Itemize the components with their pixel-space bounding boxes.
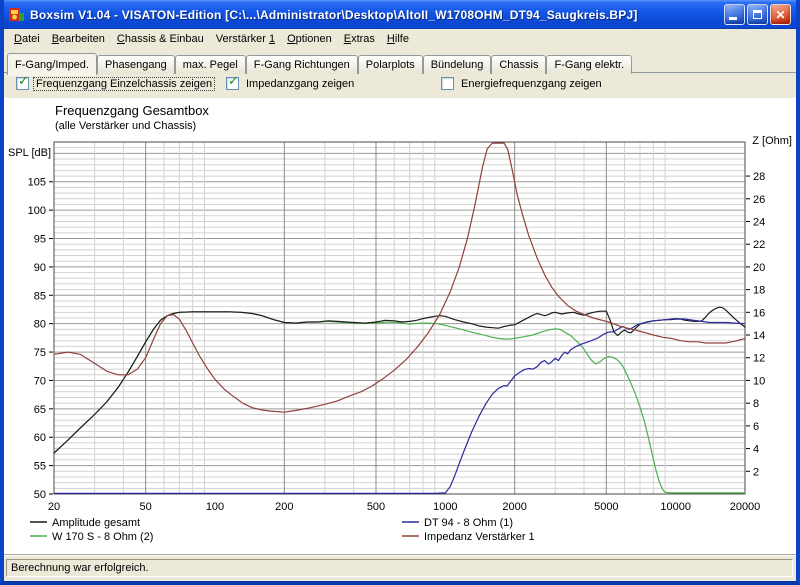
checkbox-label: Frequenzgang Einzelchassis zeigen xyxy=(32,76,216,91)
y-right-tick-label: 12 xyxy=(753,353,765,365)
tab-f-gang-elektr[interactable]: F-Gang elektr. xyxy=(546,55,633,74)
maximize-icon xyxy=(753,10,762,19)
tab-b-ndelung[interactable]: Bündelung xyxy=(422,55,492,74)
menu-item-extras[interactable]: Extras xyxy=(343,32,375,45)
close-button[interactable]: ✕ xyxy=(770,4,791,25)
checkbox-box[interactable]: ✓ xyxy=(226,74,239,90)
frequency-response-chart: Frequenzgang Gesamtbox (alle Verstärker u… xyxy=(8,103,792,543)
curve-dt-94-8-ohm-1 xyxy=(53,318,746,494)
checkbox-impedanzgang-zeigen[interactable]: ✓ Impedanzgang zeigen xyxy=(226,74,356,90)
x-tick-label: 100 xyxy=(206,501,224,513)
menu-item-optionen[interactable]: Optionen xyxy=(287,32,332,45)
y-right-tick-label: 4 xyxy=(753,444,759,456)
x-tick-label: 2000 xyxy=(502,501,526,513)
y-left-tick-label: 60 xyxy=(34,432,46,444)
display-options-row: ✓ Frequenzgang Einzelchassis zeigen ✓ Imped… xyxy=(4,73,796,98)
x-tick-label: 20000 xyxy=(730,501,761,513)
status-bar: Berechnung war erfolgreich. xyxy=(4,554,796,581)
tab-polarplots[interactable]: Polarplots xyxy=(357,55,423,74)
checkbox-box[interactable] xyxy=(441,77,454,90)
tab-phasengang[interactable]: Phasengang xyxy=(96,55,175,74)
checkbox-energiefrequenzgang-zeigen[interactable]: Energiefrequenzgang zeigen xyxy=(441,77,604,90)
legend-label-dt-94-8-ohm-1: DT 94 - 8 Ohm (1) xyxy=(424,517,513,529)
curve-impedanz-verst-rker-1 xyxy=(53,142,746,413)
app-icon xyxy=(9,8,24,21)
title-bar: Boxsim V1.04 - VISATON-Edition [C:\...\A… xyxy=(4,0,796,29)
y-right-tick-label: 24 xyxy=(753,216,765,228)
y-right-tick-label: 28 xyxy=(753,171,765,183)
checkbox-box[interactable]: ✓ xyxy=(16,74,29,90)
y-right-tick-label: 26 xyxy=(753,194,765,206)
y-right-axis-label: Z [Ohm] xyxy=(752,135,792,147)
y-right-tick-label: 10 xyxy=(753,375,765,387)
x-tick-label: 10000 xyxy=(660,501,691,513)
tab-chassis[interactable]: Chassis xyxy=(491,55,547,74)
tab-max-pegel[interactable]: max. Pegel xyxy=(174,55,246,74)
checkbox-label: Impedanzgang zeigen xyxy=(246,77,355,90)
y-left-tick-label: 65 xyxy=(34,404,46,416)
x-tick-label: 50 xyxy=(140,501,152,513)
y-right-tick-label: 18 xyxy=(753,285,765,297)
menu-item-verst-rker-1[interactable]: Verstärker 1 xyxy=(215,32,276,45)
chart-subtitle: (alle Verstärker und Chassis) xyxy=(55,120,196,132)
y-right-tick-label: 20 xyxy=(753,262,765,274)
check-icon: ✓ xyxy=(18,74,29,89)
x-tick-label: 1000 xyxy=(433,501,457,513)
y-right-tick-label: 14 xyxy=(753,330,765,342)
x-tick-label: 200 xyxy=(275,501,293,513)
x-tick-label: 500 xyxy=(367,501,385,513)
maximize-button[interactable] xyxy=(747,4,768,25)
y-left-tick-label: 55 xyxy=(34,461,46,473)
status-text: Berechnung war erfolgreich. xyxy=(6,559,793,577)
y-left-axis-label: SPL [dB] xyxy=(8,147,51,159)
y-left-tick-label: 80 xyxy=(34,319,46,331)
window-title: Boxsim V1.04 - VISATON-Edition [C:\...\A… xyxy=(30,7,638,22)
legend-label-impedanz-verst-rker-1: Impedanz Verstärker 1 xyxy=(424,531,535,543)
checkbox-frequenzgang-einzelchassis-zeigen[interactable]: ✓ Frequenzgang Einzelchassis zeigen xyxy=(16,74,216,91)
y-right-tick-label: 16 xyxy=(753,307,765,319)
minimize-icon xyxy=(729,17,737,20)
y-left-tick-label: 95 xyxy=(34,234,46,246)
y-right-tick-label: 6 xyxy=(753,421,759,433)
legend-label-w-170-s-8-ohm-2: W 170 S - 8 Ohm (2) xyxy=(52,531,153,543)
checkbox-label: Energiefrequenzgang zeigen xyxy=(461,77,602,90)
minimize-button[interactable] xyxy=(724,4,745,25)
close-icon: ✕ xyxy=(775,7,786,22)
menu-item-hilfe[interactable]: Hilfe xyxy=(386,32,409,45)
legend-label-amplitude-gesamt: Amplitude gesamt xyxy=(52,517,140,529)
chart-title: Frequenzgang Gesamtbox xyxy=(55,103,209,118)
menu-item-bearbeiten[interactable]: Bearbeiten xyxy=(51,32,105,45)
x-tick-label: 5000 xyxy=(594,501,618,513)
y-left-tick-label: 100 xyxy=(28,205,46,217)
y-right-tick-label: 22 xyxy=(753,239,765,251)
y-right-tick-label: 2 xyxy=(753,466,759,478)
y-left-tick-label: 70 xyxy=(34,375,46,387)
menu-item-datei[interactable]: Datei xyxy=(14,32,40,45)
tab-f-gang-imped[interactable]: F-Gang/Imped. xyxy=(7,53,97,75)
chart-panel: Frequenzgang Gesamtbox (alle Verstärker u… xyxy=(4,98,796,555)
y-left-tick-label: 105 xyxy=(28,177,46,189)
y-right-tick-label: 8 xyxy=(753,398,759,410)
y-left-tick-label: 85 xyxy=(34,290,46,302)
tab-bar: F-Gang/Imped. Phasengang max. Pegel F-Gang … xyxy=(4,49,796,75)
y-left-tick-label: 75 xyxy=(34,347,46,359)
x-tick-label: 20 xyxy=(48,501,60,513)
tab-f-gang-richtungen[interactable]: F-Gang Richtungen xyxy=(245,55,358,74)
menu-item-chassis-einbau[interactable]: Chassis & Einbau xyxy=(116,32,204,45)
y-left-tick-label: 90 xyxy=(34,262,46,274)
check-icon: ✓ xyxy=(228,74,239,89)
y-left-tick-label: 50 xyxy=(34,489,46,501)
menu-bar: Datei Bearbeiten Chassis & Einbau Verstärke… xyxy=(4,29,796,49)
